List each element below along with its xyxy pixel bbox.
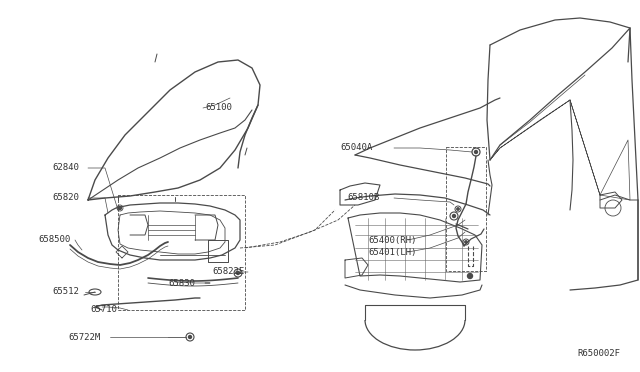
Text: 65400(RH): 65400(RH) (368, 235, 417, 244)
Circle shape (474, 151, 477, 154)
Circle shape (452, 215, 456, 218)
Text: 65710: 65710 (90, 305, 117, 314)
Circle shape (118, 206, 122, 209)
Text: 65822E: 65822E (212, 267, 244, 276)
Text: 65820: 65820 (52, 193, 79, 202)
Text: 65040A: 65040A (340, 144, 372, 153)
Text: 65810B: 65810B (347, 193, 380, 202)
Text: 65512: 65512 (52, 288, 79, 296)
Circle shape (189, 336, 191, 339)
Text: 65722M: 65722M (68, 333, 100, 341)
Text: 658500: 658500 (38, 235, 70, 244)
Text: 65830: 65830 (168, 279, 195, 288)
Circle shape (467, 273, 472, 279)
Text: 65401(LH): 65401(LH) (368, 247, 417, 257)
Circle shape (465, 241, 467, 243)
Text: R650002F: R650002F (577, 349, 620, 358)
Text: 62840: 62840 (52, 164, 79, 173)
Circle shape (237, 272, 239, 275)
Circle shape (457, 208, 460, 210)
Text: 65100: 65100 (205, 103, 232, 112)
